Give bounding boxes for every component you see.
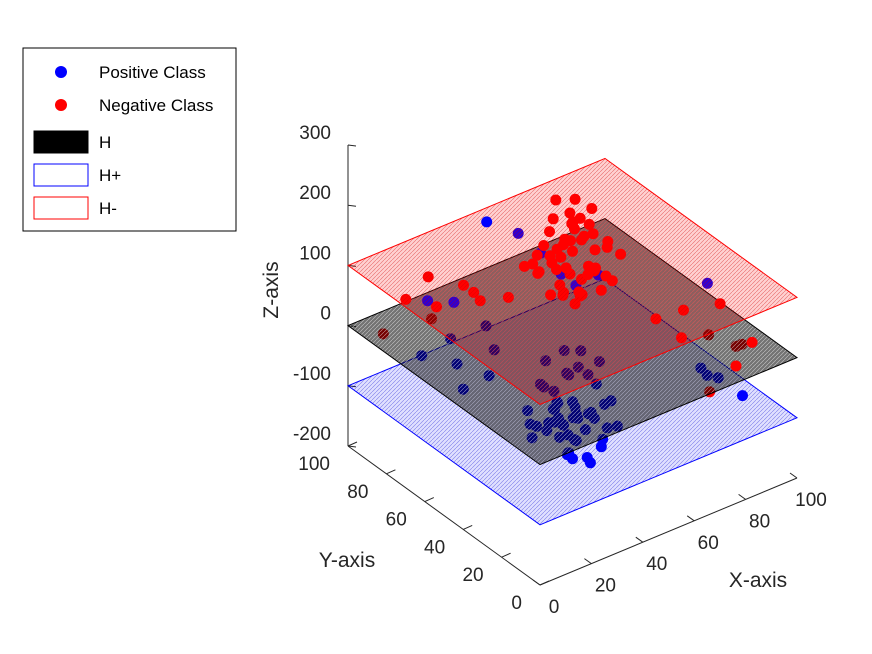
point-negative xyxy=(527,258,539,270)
point-negative xyxy=(550,194,562,206)
point-negative xyxy=(564,207,576,219)
legend-label-positive: Positive Class xyxy=(99,63,206,82)
x-tick-label: 40 xyxy=(646,554,667,575)
z-tick-label: -200 xyxy=(293,424,331,445)
point-negative xyxy=(606,275,618,287)
point-negative xyxy=(544,226,555,238)
point-negative xyxy=(730,360,742,372)
point-negative xyxy=(589,244,601,256)
z-tick-mark xyxy=(347,204,357,207)
point-positive xyxy=(737,390,748,402)
x-tick-label: 100 xyxy=(795,490,827,511)
legend-label-h-plus: H+ xyxy=(99,166,121,185)
point-negative xyxy=(545,289,557,301)
x-tick-label: 60 xyxy=(698,533,719,554)
legend-label-h-minus: H- xyxy=(99,199,117,218)
x-tick-mark xyxy=(532,579,541,586)
legend-patch-h-minus xyxy=(33,196,89,220)
z-axis-ticks: -200 -100 0 100 200 300 xyxy=(293,123,357,448)
y-tick-label: 60 xyxy=(386,510,407,531)
y-tick-mark xyxy=(462,524,473,530)
y-axis-ticks: 0 20 40 60 80 100 xyxy=(298,441,550,614)
legend-marker-negative xyxy=(55,99,67,111)
z-tick-label: 200 xyxy=(299,183,331,204)
point-negative xyxy=(573,286,585,298)
legend-item-h: H xyxy=(33,130,111,154)
legend-item-h-plus: H+ xyxy=(33,163,121,187)
y-tick-label: 20 xyxy=(462,565,483,586)
point-negative xyxy=(583,218,595,230)
point-positive xyxy=(481,216,493,228)
point-negative xyxy=(587,228,599,240)
point-negative xyxy=(595,284,607,296)
legend-patch-h xyxy=(33,130,89,154)
point-negative xyxy=(567,216,579,228)
legend: Positive Class Negative Class H H+ H- xyxy=(22,47,237,232)
point-negative xyxy=(532,267,544,279)
point-negative xyxy=(601,241,613,253)
legend-item-h-minus: H- xyxy=(33,196,117,220)
point-negative xyxy=(590,262,601,274)
y-axis-line xyxy=(347,445,541,586)
point-negative xyxy=(559,233,571,245)
z-tick-label: 300 xyxy=(299,123,331,144)
point-negative xyxy=(560,262,572,274)
point-negative xyxy=(518,260,530,272)
point-negative xyxy=(567,245,578,257)
z-tick-label: 0 xyxy=(320,304,331,325)
x-tick-mark xyxy=(738,493,746,500)
point-negative xyxy=(538,240,550,251)
z-tick-label: -100 xyxy=(293,364,331,385)
x-tick-label: 80 xyxy=(749,511,770,532)
y-tick-label: 100 xyxy=(298,454,330,475)
legend-marker-positive xyxy=(55,66,67,78)
legend-patch-h-plus xyxy=(33,163,89,187)
point-negative xyxy=(615,248,627,260)
legend-label-negative: Negative Class xyxy=(99,96,213,115)
plot-area xyxy=(346,157,799,526)
y-tick-mark xyxy=(501,552,511,558)
x-axis-ticks: 0 20 40 60 80 100 xyxy=(532,472,827,618)
x-axis-line xyxy=(539,477,798,586)
axes-group: -200 -100 0 100 200 300 0 20 40 60 80 100 0 20 40 60 8… xyxy=(260,123,827,618)
point-negative xyxy=(569,193,581,205)
plane-h-minus xyxy=(346,157,799,405)
y-tick-mark xyxy=(424,497,435,503)
x-tick-mark xyxy=(686,515,695,522)
y-tick-label: 0 xyxy=(511,593,522,614)
x-tick-label: 20 xyxy=(595,576,616,597)
point-negative xyxy=(582,269,594,280)
x-axis-label: X-axis xyxy=(729,569,787,592)
y-tick-mark xyxy=(347,441,358,447)
point-negative xyxy=(547,213,559,225)
y-axis-label: Y-axis xyxy=(319,549,375,572)
x-tick-label: 0 xyxy=(549,597,560,618)
legend-item-negative: Negative Class xyxy=(55,96,213,115)
z-axis-label: Z-axis xyxy=(260,261,283,318)
legend-label-h: H xyxy=(99,133,111,152)
y-tick-mark xyxy=(539,580,550,586)
x-tick-mark xyxy=(584,558,592,565)
y-tick-mark xyxy=(386,469,396,475)
legend-item-positive: Positive Class xyxy=(55,63,206,82)
point-negative xyxy=(555,251,567,263)
point-negative xyxy=(578,230,590,242)
point-negative xyxy=(746,336,758,348)
x-tick-mark xyxy=(789,472,798,479)
point-negative xyxy=(586,203,598,214)
z-tick-mark xyxy=(347,144,357,147)
y-tick-label: 80 xyxy=(347,482,368,503)
point-negative xyxy=(531,249,543,261)
x-tick-mark xyxy=(635,536,644,543)
y-tick-label: 40 xyxy=(424,537,445,558)
z-tick-label: 100 xyxy=(299,243,331,264)
point-negative xyxy=(551,264,562,275)
z-tick-mark xyxy=(347,445,357,448)
